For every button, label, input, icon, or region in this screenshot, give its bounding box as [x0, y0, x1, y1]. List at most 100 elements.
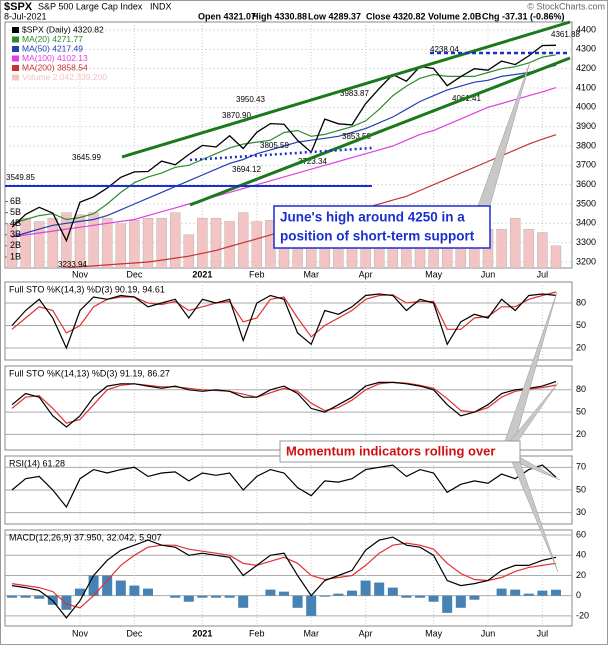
quote-item: Low 4289.37 [308, 11, 361, 21]
bar [156, 217, 167, 268]
y2-tick-label: 2B [10, 240, 21, 250]
y2-tick-label: 1B [10, 251, 21, 261]
bar [496, 588, 507, 596]
price-annotation: 3645.99 [72, 153, 101, 162]
bar [115, 223, 127, 268]
y2-tick-label: 5B [10, 207, 21, 217]
trend-lines [5, 20, 571, 207]
y-tick-label: 3300 [576, 237, 596, 247]
bar [143, 588, 153, 596]
legend-label: MA(50) 4217.49 [22, 43, 83, 53]
plot-area [5, 366, 572, 450]
series-line [11, 380, 557, 428]
legend-swatch [12, 46, 19, 52]
callout-text: June's high around 4250 in a [280, 210, 465, 225]
y-tick-label: 3700 [576, 160, 596, 170]
y-tick-label: 3900 [576, 121, 596, 131]
y-tick-label: 80 [576, 297, 586, 307]
bar [101, 217, 113, 268]
series-line [11, 536, 557, 619]
x-tick-label: Jun [481, 269, 496, 279]
bar [523, 593, 534, 596]
legend-swatch [12, 74, 19, 81]
legend-swatch [12, 36, 19, 43]
bar [360, 580, 371, 596]
arrows [477, 61, 561, 573]
bar [347, 590, 357, 596]
y-tick-label: 4300 [576, 44, 596, 54]
bar [75, 588, 85, 596]
y-tick-label: 50 [576, 406, 586, 416]
index-name: S&P 500 Large Cap Index [38, 1, 143, 11]
x-tick-label: Mar [303, 269, 319, 279]
bar [20, 595, 31, 598]
legend-swatch [12, 27, 19, 33]
callout-text: Momentum indicators rolling over [286, 443, 495, 458]
y-tick-label: 3200 [576, 256, 596, 266]
x-tick-label: Feb [249, 269, 265, 279]
bar [61, 595, 72, 610]
legend-swatch [12, 65, 19, 71]
bar [20, 217, 31, 268]
panel [4, 365, 573, 451]
panel [4, 281, 573, 361]
bar [333, 593, 344, 596]
plot-area [5, 456, 572, 524]
bar [238, 595, 249, 608]
y-tick-label: 0 [576, 590, 581, 600]
series-line [11, 44, 557, 243]
exchange: INDX [150, 1, 172, 11]
price-annotation: 3233.94 [58, 260, 87, 269]
bar [6, 223, 18, 268]
bar [442, 595, 453, 613]
panel-title: MACD(12,26,9) 37.950, 32.042, 5.907 [9, 532, 162, 542]
y2-tick-label: 4B [10, 218, 21, 228]
bar [279, 591, 289, 596]
plot-area [5, 282, 572, 360]
y-tick-label: 50 [576, 320, 586, 330]
quote-item: Volume 2.0B [428, 11, 482, 21]
bar [265, 589, 276, 596]
bar [469, 595, 480, 600]
y-tick-label: 4000 [576, 102, 596, 112]
x-tick-label: Apr [359, 269, 373, 279]
bar [510, 217, 521, 268]
bar [142, 217, 154, 268]
bar [211, 595, 221, 598]
y-tick-label: -20 [576, 610, 589, 620]
y-tick-label: 60 [576, 529, 586, 539]
symbol: $SPX [4, 1, 33, 13]
bar [374, 582, 385, 596]
x-tick-label: 2021 [192, 269, 212, 279]
bar [197, 595, 208, 598]
panel-title: Full STO %K(14,3) %D(3) 90.19, 94.61 [9, 284, 165, 294]
price-annotation: 3950.43 [236, 95, 265, 104]
legend-label: $SPX (Daily) 4320.82 [22, 24, 104, 34]
x-tick-label: Nov [72, 628, 89, 638]
y-tick-label: 40 [576, 550, 586, 560]
bar [428, 595, 439, 602]
bar [251, 221, 263, 268]
bar [306, 595, 317, 616]
bar [34, 595, 45, 599]
bar [88, 212, 99, 268]
bar [183, 595, 194, 602]
x-tick-label: 2021 [192, 628, 212, 638]
bar [550, 245, 562, 268]
y-tick-label: 4400 [576, 24, 596, 34]
bar [7, 595, 17, 598]
legend-label: MA(100) 4102.13 [22, 53, 88, 63]
bar [523, 229, 534, 268]
x-tick-label: Mar [303, 628, 319, 638]
bar [537, 232, 548, 268]
date: 8-Jul-2021 [4, 11, 47, 21]
bar [455, 595, 466, 608]
quote-item: Close 4320.82 [366, 11, 426, 21]
bar [224, 595, 235, 598]
bar [415, 595, 425, 598]
quote-item: High 4330.88 [252, 11, 307, 21]
bar [401, 595, 412, 598]
price-annotation: 3805.59 [260, 141, 289, 150]
bar [551, 589, 561, 596]
